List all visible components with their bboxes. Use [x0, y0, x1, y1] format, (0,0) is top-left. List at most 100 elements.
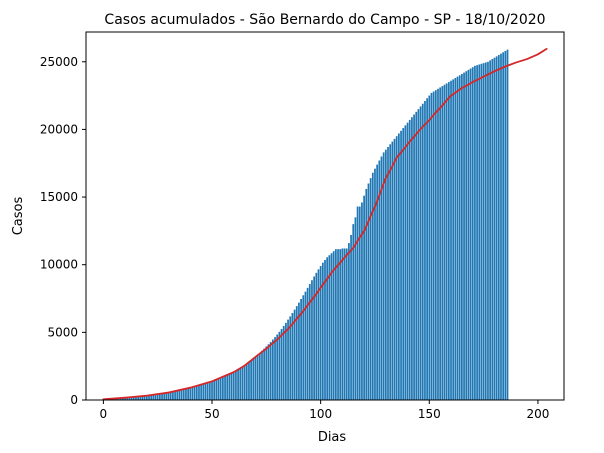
- bar: [450, 80, 452, 401]
- bar: [424, 101, 426, 400]
- bar: [180, 389, 183, 400]
- bar: [269, 341, 272, 400]
- bar: [141, 396, 144, 400]
- bar: [250, 360, 252, 400]
- bar: [232, 372, 235, 400]
- bar: [456, 76, 459, 401]
- bar: [263, 348, 266, 400]
- bar: [182, 389, 185, 400]
- bar: [458, 75, 461, 400]
- bar: [306, 287, 309, 400]
- bar: [408, 119, 411, 400]
- bar: [311, 280, 313, 400]
- bar: [254, 356, 257, 400]
- bar: [476, 65, 478, 401]
- bar: [278, 331, 281, 400]
- bar: [352, 224, 355, 400]
- bar: [126, 397, 129, 400]
- bar: [271, 339, 274, 400]
- y-tick-label: 25000: [40, 55, 78, 69]
- bar: [341, 248, 344, 400]
- bar: [308, 284, 311, 400]
- bar: [434, 90, 437, 401]
- bar: [371, 172, 374, 400]
- bar: [317, 269, 320, 400]
- bar: [124, 397, 126, 400]
- bar: [154, 394, 157, 400]
- bar: [482, 63, 485, 401]
- bar: [484, 62, 487, 400]
- bar: [152, 394, 155, 400]
- bar: [280, 328, 283, 400]
- bar: [321, 262, 324, 400]
- y-axis: 0 5000 10000 15000 20000 25000: [40, 55, 86, 407]
- bar: [502, 52, 505, 400]
- bar: [463, 72, 465, 400]
- bar: [497, 55, 500, 400]
- bar: [339, 249, 342, 400]
- bar: [289, 316, 292, 400]
- bar: [354, 217, 357, 400]
- bar: [174, 391, 176, 400]
- bar: [217, 378, 220, 400]
- bar: [411, 117, 413, 401]
- bar: [256, 354, 259, 400]
- bar: [211, 381, 213, 400]
- bar: [237, 369, 239, 400]
- bar: [291, 313, 294, 400]
- bar: [200, 384, 203, 400]
- bar: [261, 350, 263, 400]
- bar: [465, 71, 468, 401]
- trend-line: [102, 48, 548, 401]
- bar: [343, 248, 346, 400]
- bar: [504, 50, 507, 400]
- bar: [167, 392, 170, 400]
- bar: [198, 385, 200, 400]
- bar: [398, 133, 400, 400]
- bar: [439, 87, 442, 400]
- bar: [187, 388, 189, 400]
- bar: [404, 125, 407, 400]
- bar: [467, 69, 470, 400]
- bar: [189, 387, 192, 400]
- bar: [393, 138, 396, 400]
- bar: [369, 178, 372, 400]
- bar: [345, 248, 348, 400]
- bar: [454, 78, 457, 400]
- bar: [445, 83, 448, 400]
- bar: [122, 397, 124, 400]
- bar: [350, 234, 352, 400]
- bar: [282, 325, 285, 400]
- bar: [287, 319, 289, 400]
- y-tick-label: 0: [70, 393, 78, 407]
- bar: [428, 95, 431, 400]
- bar: [500, 53, 502, 401]
- bar: [419, 106, 422, 400]
- bar: [506, 49, 509, 401]
- x-axis-label: Dias: [318, 430, 347, 445]
- bar: [243, 365, 246, 400]
- bar: [313, 276, 316, 400]
- bar: [489, 60, 491, 400]
- bar: [493, 57, 496, 401]
- bar: [139, 396, 142, 400]
- bar: [202, 384, 205, 400]
- bar: [235, 370, 237, 400]
- bar: [172, 391, 174, 400]
- bar: [437, 88, 439, 400]
- bar: [300, 298, 302, 400]
- bar: [204, 383, 207, 400]
- bar: [195, 385, 198, 400]
- bar: [193, 386, 196, 400]
- bar: [374, 168, 376, 400]
- bar: [304, 291, 307, 400]
- bar: [169, 392, 172, 400]
- y-tick-label: 20000: [40, 122, 78, 136]
- bar: [163, 393, 166, 400]
- bar: [415, 111, 418, 400]
- bar: [228, 374, 231, 400]
- bar: [441, 86, 444, 401]
- bar: [382, 152, 385, 400]
- bar: [495, 56, 498, 400]
